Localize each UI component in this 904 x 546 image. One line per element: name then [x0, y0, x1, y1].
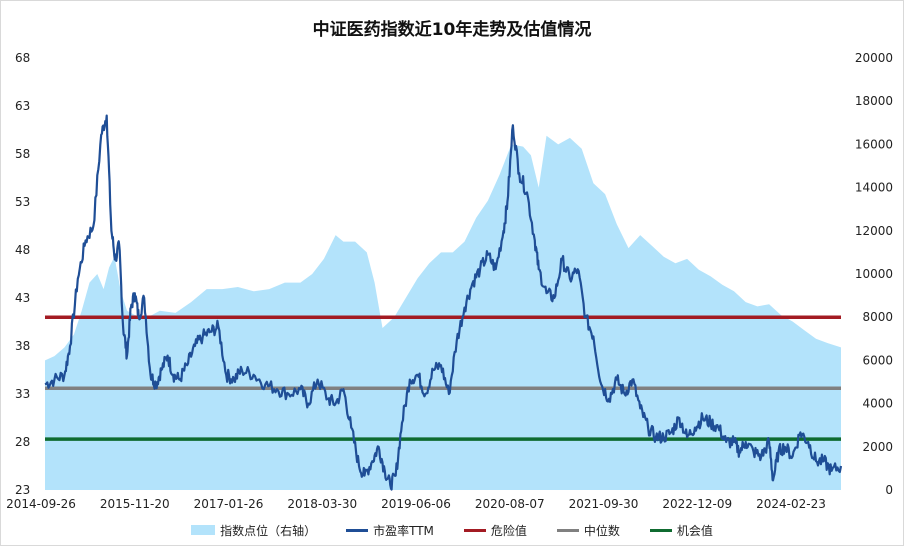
x-tick-label: 2018-03-30 [287, 497, 357, 511]
legend-item-median: 中位数 [556, 522, 620, 539]
y-right-tick-label: 14000 [855, 181, 893, 195]
legend-swatch-opportunity [649, 528, 672, 532]
axis-labels: 23 28 33 38 43 48 53 58 63 68 0 2000 4000 6000 8000 100… [6, 51, 893, 511]
y-right-tick-label: 10000 [855, 267, 893, 281]
y-right-tick-label: 8000 [862, 310, 893, 324]
pe-ttm-line [44, 114, 843, 491]
y-left-tick-label: 38 [15, 339, 30, 353]
legend-label-danger: 危险值 [490, 523, 527, 538]
x-tick-label: 2017-01-26 [194, 497, 264, 511]
legend-label-index: 指数点位（右轴） [220, 523, 317, 538]
y-left-tick-label: 43 [15, 291, 30, 305]
legend-label-pe: 市盈率TTM [373, 523, 434, 538]
x-tick-label: 2024-02-23 [756, 497, 826, 511]
y-right-tick-label: 16000 [855, 137, 893, 151]
x-tick-label: 2021-09-30 [569, 497, 639, 511]
legend: 指数点位（右轴） 市盈率TTM 危险值 中位数 机会值 [1, 520, 903, 540]
legend-swatch-danger [463, 528, 486, 532]
y-right-tick-label: 2000 [862, 440, 893, 454]
y-right-tick-label: 20000 [855, 51, 893, 65]
y-right-tick-label: 0 [885, 483, 893, 497]
chart-title: 中证医药指数近10年走势及估值情况 [312, 20, 592, 40]
x-tick-label: 2020-08-07 [475, 497, 545, 511]
x-tick-label: 2019-06-06 [381, 497, 451, 511]
x-tick-label: 2014-09-26 [6, 497, 76, 511]
y-right-tick-label: 12000 [855, 224, 893, 238]
legend-swatch-pe [346, 528, 369, 532]
legend-swatch-index [191, 525, 216, 535]
reference-lines [45, 315, 841, 441]
y-right-tick-label: 6000 [862, 353, 893, 367]
legend-swatch-median [556, 528, 579, 532]
x-tick-label: 2022-12-09 [662, 497, 732, 511]
legend-label-median: 中位数 [583, 523, 620, 538]
y-left-tick-label: 68 [15, 51, 30, 65]
y-left-tick-label: 53 [15, 195, 30, 209]
y-left-tick-label: 58 [15, 147, 30, 161]
y-right-tick-label: 18000 [855, 94, 893, 108]
y-left-tick-label: 33 [15, 387, 30, 401]
x-tick-label: 2015-11-20 [100, 497, 170, 511]
legend-item-index: 指数点位（右轴） [191, 522, 316, 539]
legend-item-pe: 市盈率TTM [346, 522, 434, 539]
legend-item-opportunity: 机会值 [649, 522, 713, 539]
y-left-tick-label: 63 [15, 99, 30, 113]
legend-item-danger: 危险值 [463, 522, 527, 539]
y-right-tick-label: 4000 [862, 397, 893, 411]
y-left-tick-label: 23 [15, 483, 30, 497]
legend-label-opportunity: 机会值 [676, 523, 713, 538]
area-layer [45, 135, 841, 491]
y-left-tick-label: 48 [15, 243, 30, 257]
y-left-tick-label: 28 [15, 435, 30, 449]
pe-line-layer [44, 114, 843, 491]
index-area [45, 135, 841, 491]
